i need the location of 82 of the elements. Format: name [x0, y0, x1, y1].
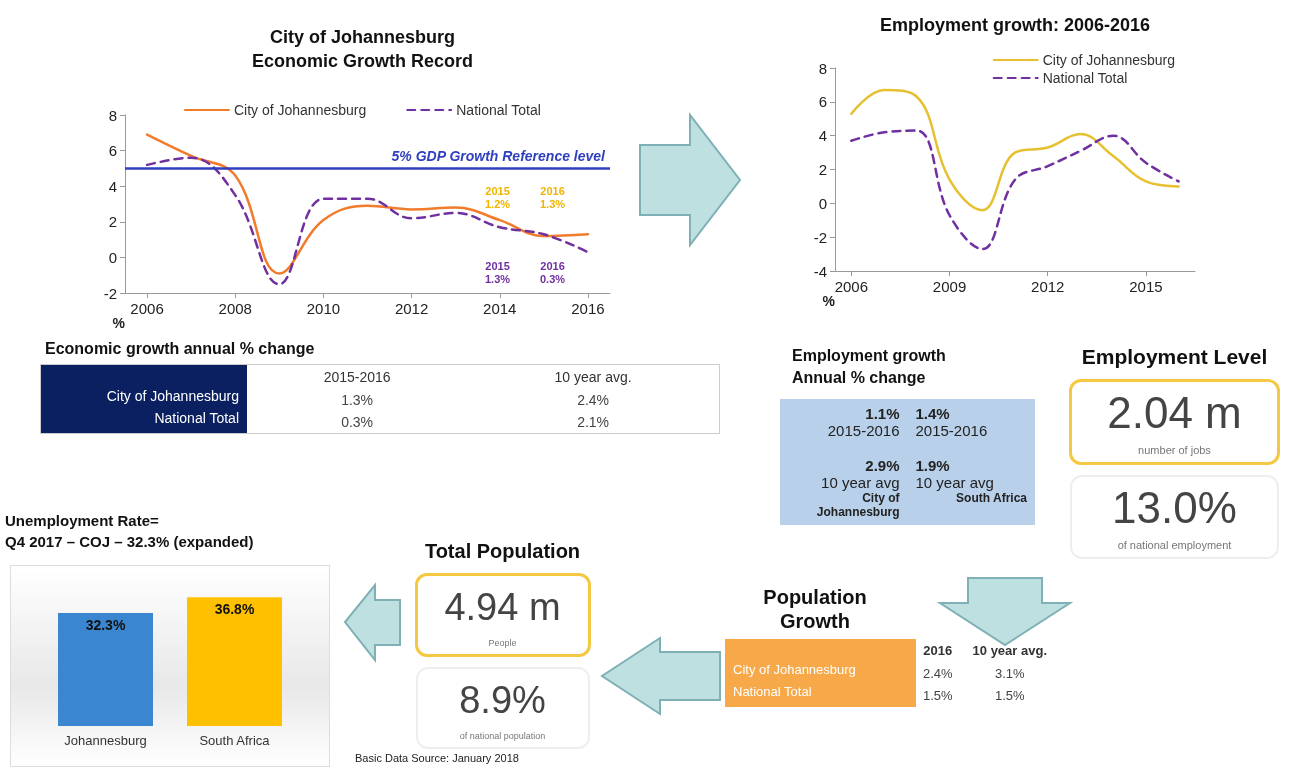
y-tick-label: -2 — [813, 228, 827, 246]
annotation: 2016 0.3% — [540, 260, 566, 286]
line-series — [850, 129, 1180, 251]
text: of national employment — [1116, 539, 1233, 551]
x-tick-label: 2012 — [1031, 278, 1065, 296]
category-label: National Total — [154, 410, 239, 426]
category-label: National Total — [733, 684, 812, 699]
x-tick-label: 2014 — [483, 300, 517, 318]
text: 4.94 m — [443, 585, 562, 630]
text: 3.1% — [994, 666, 1025, 681]
x-tick-label: 2015 — [1129, 278, 1163, 296]
category-label: 10 year avg — [915, 474, 994, 491]
text: Total Population — [423, 540, 582, 563]
y-tick-label: 0 — [108, 248, 117, 266]
y-tick-label: 4 — [818, 127, 827, 145]
chart-title: Unemployment Rate= Q4 2017 – COJ – 32.3% (expanded) — [5, 511, 255, 552]
y-tick-label: 2 — [108, 213, 117, 231]
x-tick-label: 2010 — [306, 300, 341, 318]
y-axis-title: % — [822, 293, 836, 309]
y-tick-label: -2 — [103, 284, 117, 302]
category-label: 10 year avg. — [553, 368, 633, 387]
category-label: City of Johannesburg — [733, 662, 856, 677]
chart-title: City of Johannesburg Economic Growth Record — [251, 27, 474, 71]
y-tick-label: 6 — [818, 93, 827, 111]
text: 1.4% — [915, 405, 950, 422]
text: Economic growth annual % change — [45, 340, 316, 358]
category-label: South Africa — [955, 491, 1027, 505]
text: Population Growth — [762, 585, 868, 633]
x-tick-label: 2012 — [394, 300, 429, 318]
category-label: 10 year avg — [821, 474, 900, 491]
x-tick-label: 2006 — [130, 300, 164, 318]
chart-title: Employment growth: 2006-2016 — [879, 15, 1151, 35]
line-series — [850, 88, 1180, 212]
y-tick-label: -4 — [813, 262, 827, 280]
annotation: 2016 1.3% — [540, 185, 566, 211]
category-label: 2016 — [922, 642, 954, 660]
y-tick-label: 8 — [108, 106, 117, 124]
category-label: 10 year avg. — [971, 642, 1048, 660]
x-tick-label: Johannesburg — [64, 733, 147, 748]
y-tick-label: 0 — [818, 194, 827, 212]
y-tick-label: 8 — [818, 59, 827, 77]
text: 1.5% — [922, 688, 953, 703]
text: 0.3% — [341, 414, 374, 430]
text: number of jobs — [1137, 444, 1212, 456]
x-tick-label: 2016 — [571, 300, 605, 318]
y-tick-label: 2 — [818, 161, 827, 179]
y-tick-label: 6 — [108, 142, 117, 160]
legend-label: National Total — [456, 102, 541, 118]
text: of national population — [458, 731, 547, 741]
text: 8.9% — [458, 678, 547, 723]
annotation: 2015 1.2% — [485, 185, 511, 211]
text: Employment Level — [1080, 345, 1269, 369]
y-axis-title: % — [112, 315, 126, 331]
text: Basic Data Source: January 2018 — [355, 752, 520, 764]
text: 2.9% — [865, 457, 900, 474]
y-tick-label: 4 — [108, 177, 117, 195]
legend-label: National Total — [1042, 70, 1128, 86]
category-label: 2015-2016 — [827, 422, 900, 439]
x-tick-label: 2009 — [932, 278, 967, 296]
x-tick-label: 2006 — [834, 278, 869, 296]
data-label: 36.8% — [214, 601, 255, 618]
category-label: 2015-2016 — [915, 422, 988, 439]
text: People — [487, 638, 518, 648]
text: 1.1% — [865, 405, 900, 422]
text: 2.04 m — [1106, 388, 1243, 438]
data-label: 32.3% — [85, 616, 126, 633]
text: 2.4% — [577, 392, 610, 408]
text: 2.1% — [577, 414, 610, 430]
text: 1.3% — [341, 392, 374, 408]
category-label: City of Johannesburg — [106, 388, 239, 404]
text: 13.0% — [1111, 483, 1238, 533]
text: 1.5% — [994, 688, 1025, 703]
text: 1.9% — [915, 457, 950, 474]
ref-line-label: 5% GDP Growth Reference level — [391, 148, 607, 165]
x-tick-label: 2008 — [218, 300, 252, 318]
text: 2.4% — [922, 666, 953, 681]
text: Employment growth Annual % change — [792, 346, 947, 388]
annotation: 2015 1.3% — [485, 260, 511, 286]
category-label: 2015-2016 — [322, 368, 392, 387]
legend-label: City of Johannesburg — [1042, 52, 1176, 68]
legend-label: City of Johannesburg — [233, 102, 367, 118]
category-label: City of Johannesburg — [815, 491, 900, 519]
